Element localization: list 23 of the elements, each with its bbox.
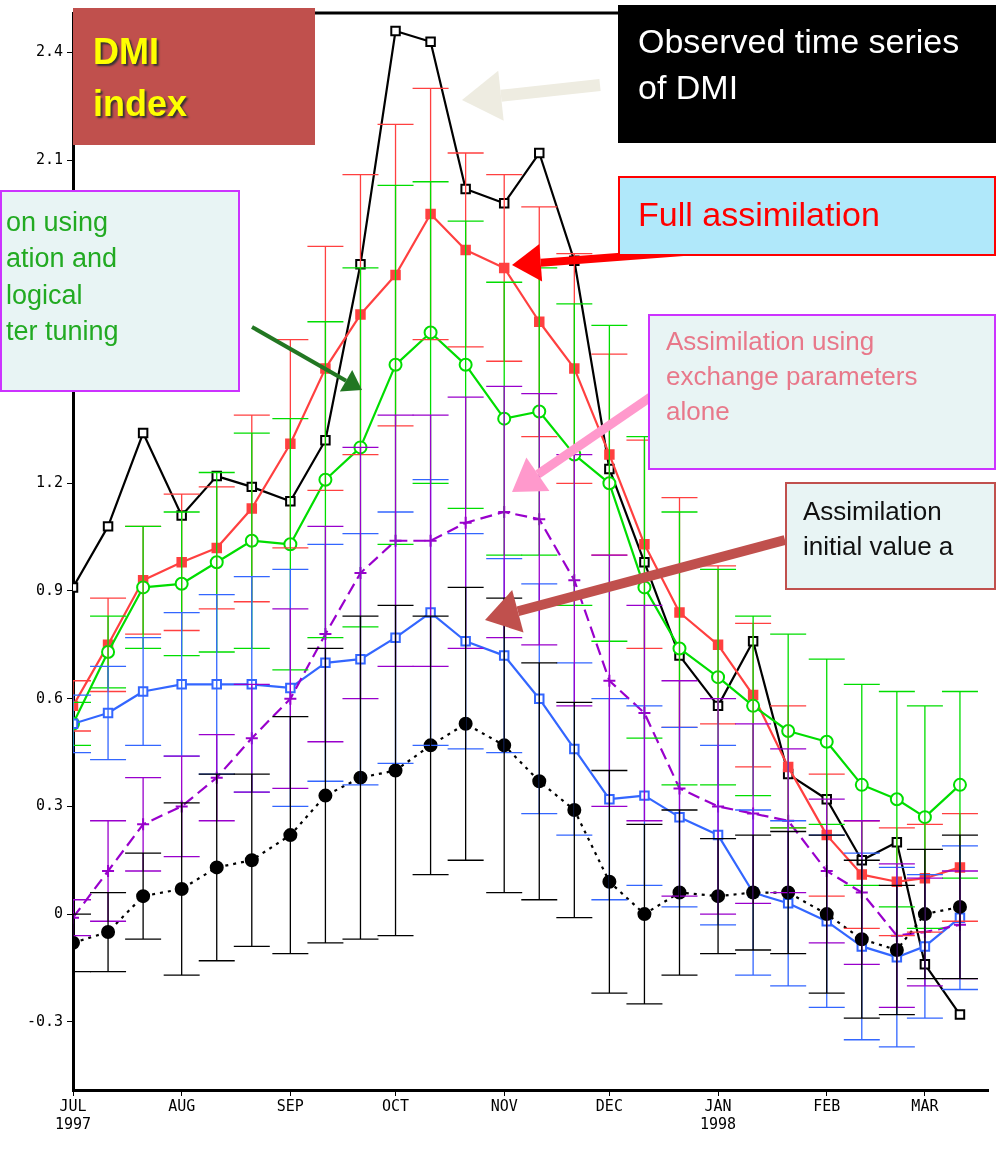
x-tick-label: MAR	[911, 1096, 940, 1115]
x-tick-label: FEB	[813, 1096, 841, 1115]
annotation: Observed time series of DMI	[637, 21, 961, 108]
x-tick-label: OCT	[381, 1096, 410, 1115]
y-tick-label: 2.1	[35, 150, 63, 169]
y-tick-label: -0.3	[26, 1011, 63, 1030]
y-tick-label: 0.6	[35, 688, 63, 707]
x-tick-label: SEP	[276, 1096, 304, 1115]
x-tick-label: NOV	[490, 1096, 518, 1115]
x-tick-label: JUL 1997	[54, 1096, 92, 1133]
y-tick-label: 1.2	[35, 473, 63, 492]
x-tick-label: AUG	[168, 1096, 196, 1115]
text: DMI index	[93, 30, 189, 126]
y-tick-label: 2.4	[35, 42, 63, 61]
y-tick-label: 0	[53, 903, 63, 922]
x-tick-label: JAN 1998	[699, 1096, 737, 1133]
y-tick-label: 0.9	[35, 580, 63, 599]
x-tick-label: DEC	[595, 1096, 623, 1115]
annotation: Assimilation using exchange parameters alone	[665, 325, 919, 429]
annotation: Assimilation initial value a	[802, 495, 955, 564]
y-tick-label: 0.3	[35, 796, 63, 815]
annotation: on using ation and logical ter tuning	[5, 206, 120, 349]
annotation: Full assimilation	[637, 194, 881, 235]
